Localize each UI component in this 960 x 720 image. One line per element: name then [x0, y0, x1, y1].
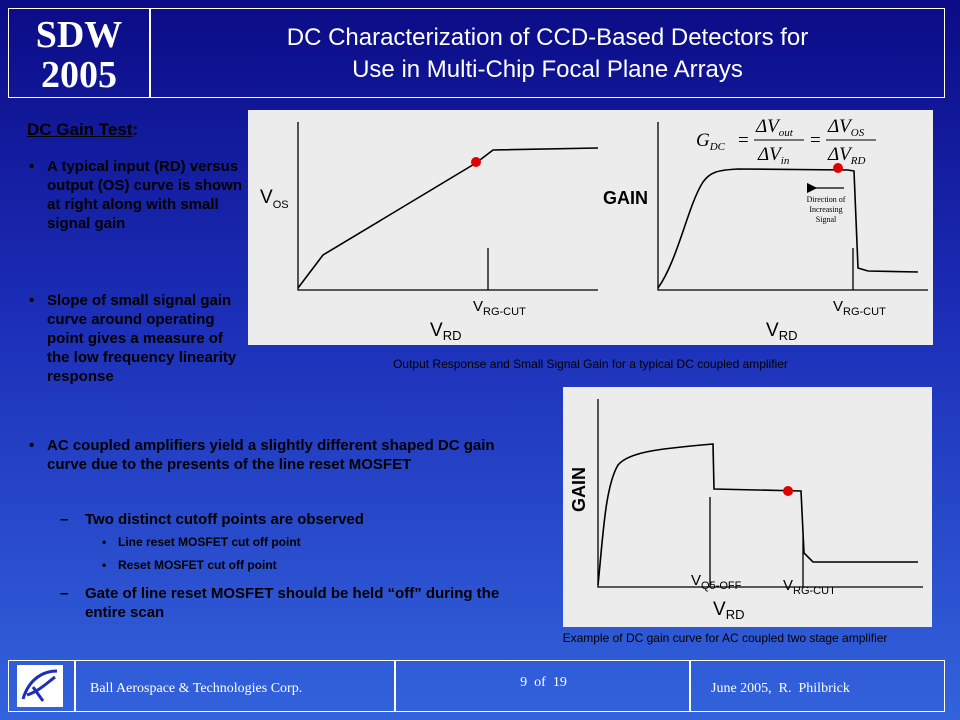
logo-line: 2005	[41, 54, 117, 96]
label-main: V	[473, 298, 483, 315]
y-axis-label: GAIN	[603, 188, 648, 208]
gain-curve	[597, 443, 918, 586]
gain-curve	[657, 168, 919, 289]
label-main: V	[833, 298, 843, 315]
bullet: AC coupled amplifiers yield a slightly d…	[29, 436, 537, 474]
eq-sub: out	[779, 127, 794, 139]
eq-main: G	[696, 130, 710, 151]
cutoff-label: VRG-CUT	[833, 298, 886, 318]
eq-sub: OS	[851, 127, 865, 139]
figure-1: VOS VRG-CUT VRD GAIN VRG-CUT VRD GDC = Δ…	[260, 116, 928, 343]
y-axis-label: GAIN	[569, 467, 589, 512]
arrow-note: Direction of	[807, 195, 846, 204]
cutoff-label: VQ5-OFF	[691, 572, 742, 592]
logo-box: SDW 2005	[8, 8, 150, 98]
title-line: DC Characterization of CCD-Based Detecto…	[286, 24, 809, 51]
sub-sub-bullet: Line reset MOSFET cut off point	[102, 535, 301, 549]
response-curve	[297, 147, 599, 289]
equals: =	[738, 130, 749, 151]
figure-2: GAIN VQ5-OFF VRG-CUT VRD	[569, 399, 923, 622]
label-main: V	[260, 187, 273, 208]
logo-script	[21, 669, 58, 702]
label-main: V	[691, 572, 701, 589]
operating-point	[471, 157, 481, 167]
sub-bullet: Two distinct cutoff points are observed	[60, 510, 525, 529]
label-sub: Q5-OFF	[701, 580, 742, 592]
label-sub: RD	[443, 328, 462, 343]
label-sub: RD	[779, 328, 798, 343]
footer-left: Ball Aerospace & Technologies Corp.	[90, 681, 303, 696]
logo-mark	[17, 665, 63, 707]
sub-sub-bullet: Reset MOSFET cut off point	[102, 558, 277, 572]
footer-cell: Ball Aerospace & Technologies Corp.	[75, 660, 395, 712]
eq-main: ΔV	[827, 144, 853, 165]
eq-main: ΔV	[755, 116, 781, 137]
heading-suffix: :	[132, 120, 139, 139]
footer-logo	[8, 660, 75, 712]
cutoff-label: VRG-CUT	[783, 577, 836, 597]
axes	[657, 122, 928, 291]
label-main: V	[713, 599, 726, 620]
title-box: DC Characterization of CCD-Based Detecto…	[150, 8, 945, 98]
numerator: ΔVout	[755, 116, 794, 139]
denominator: ΔVRD	[827, 144, 865, 167]
operating-point	[783, 486, 793, 496]
x-axis-label: VRD	[713, 599, 744, 622]
section-heading: DC Gain Test:	[27, 120, 138, 140]
denominator: ΔVin	[757, 144, 790, 167]
label-main: V	[766, 320, 779, 341]
label-sub: OS	[273, 199, 289, 211]
eq-main: ΔV	[827, 116, 853, 137]
bullet: A typical input (RD) versus output (OS) …	[29, 157, 242, 233]
bullet: Slope of small signal gain curve around …	[29, 291, 242, 386]
eq-sub: in	[781, 155, 790, 167]
figure-panel: VOS VRG-CUT VRD GAIN VRG-CUT VRD GDC = Δ…	[248, 110, 933, 345]
label-sub: RG-CUT	[793, 585, 836, 597]
arrow-note: Signal	[816, 215, 837, 224]
logo-line: SDW	[35, 14, 123, 56]
equation-lhs: GDC	[696, 130, 726, 153]
arrow-note: Increasing	[809, 205, 842, 214]
figure-caption: Example of DC gain curve for AC coupled …	[562, 631, 888, 645]
figure-panel: GAIN VQ5-OFF VRG-CUT VRD	[563, 387, 932, 627]
label-main: V	[783, 577, 793, 594]
label-sub: RG-CUT	[843, 306, 886, 318]
eq-sub: DC	[709, 141, 726, 153]
cutoff-label: VRG-CUT	[473, 298, 526, 318]
figure-caption: Output Response and Small Signal Gain fo…	[393, 357, 788, 371]
operating-point	[833, 163, 843, 173]
axes	[297, 122, 598, 291]
title-line: Use in Multi-Chip Focal Plane Arrays	[352, 56, 743, 83]
x-axis-label: VRD	[430, 320, 461, 343]
label-sub: RG-CUT	[483, 306, 526, 318]
page-number: 9 of 19	[520, 675, 567, 690]
x-axis-label: VRD	[766, 320, 797, 343]
label-main: V	[430, 320, 443, 341]
footer-cell: 9 of 19	[395, 660, 690, 712]
axes	[597, 399, 923, 588]
eq-sub: RD	[850, 155, 866, 167]
numerator: ΔVOS	[827, 116, 865, 139]
equals: =	[810, 130, 821, 151]
eq-main: ΔV	[757, 144, 783, 165]
label-sub: RD	[726, 607, 745, 622]
footer-right: June 2005, R. Philbrick	[711, 681, 850, 696]
sub-bullet: Gate of line reset MOSFET should be held…	[60, 584, 525, 622]
y-axis-label: VOS	[260, 187, 289, 211]
heading-text: DC Gain Test	[27, 120, 133, 139]
footer-cell: June 2005, R. Philbrick	[690, 660, 945, 712]
